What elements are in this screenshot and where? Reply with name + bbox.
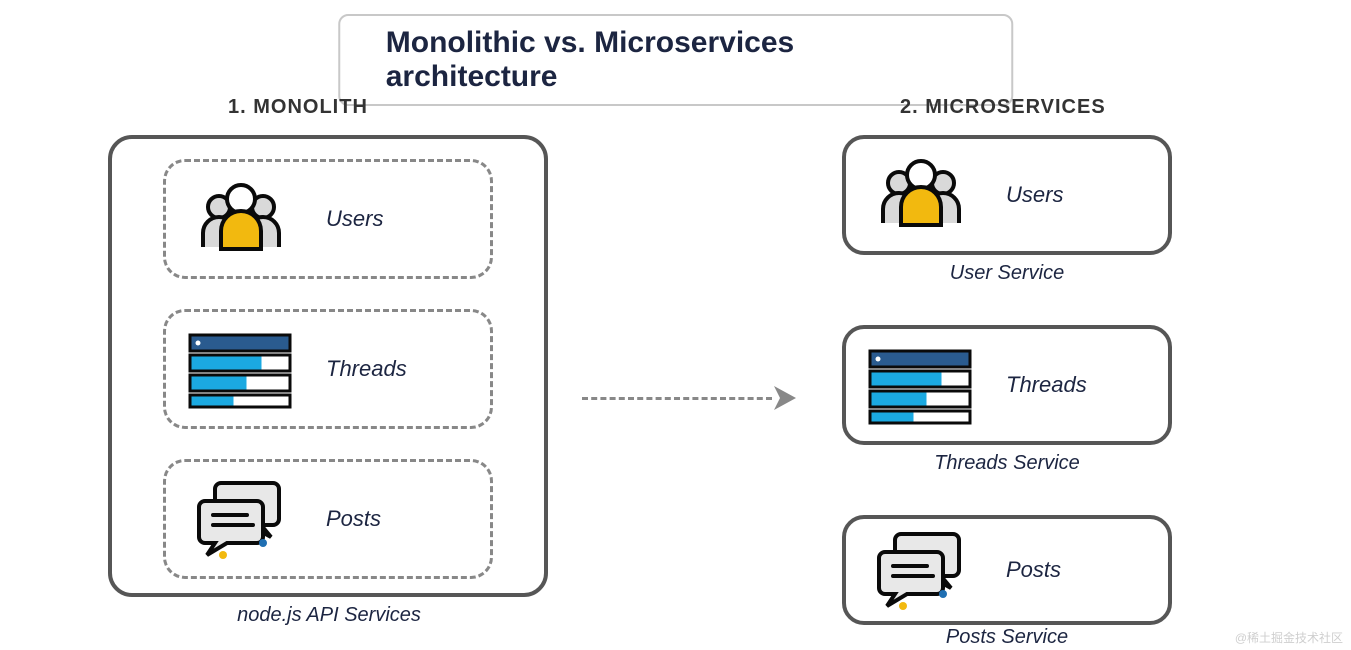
transition-arrow <box>582 384 802 414</box>
monolith-users-card: Users <box>163 159 493 279</box>
ms-users-card: Users <box>842 135 1172 255</box>
microservices-header: 2. MICROSERVICES <box>900 96 1106 119</box>
ms-threads-card: Threads <box>842 325 1172 445</box>
arrow-line <box>582 397 772 400</box>
watermark: @稀土掘金技术社区 <box>1235 629 1343 646</box>
title-text: Monolithic vs. Microservices architectur… <box>386 26 794 93</box>
posts-icon <box>186 477 296 562</box>
user-service-label: User Service <box>842 262 1172 285</box>
users-icon <box>186 179 296 259</box>
monolith-container: Users Threads <box>108 135 548 597</box>
posts-label: Posts <box>1006 557 1061 583</box>
threads-icon <box>866 345 976 425</box>
monolith-threads-card: Threads <box>163 309 493 429</box>
threads-service-label: Threads Service <box>842 452 1172 475</box>
posts-icon <box>866 528 976 613</box>
ms-posts-card: Posts <box>842 515 1172 625</box>
monolith-posts-card: Posts <box>163 459 493 579</box>
users-label: Users <box>326 206 383 232</box>
monolith-footer: node.js API Services <box>214 604 444 627</box>
monolith-header: 1. MONOLITH <box>228 96 368 119</box>
threads-label: Threads <box>1006 372 1087 398</box>
arrow-head-icon <box>772 384 800 412</box>
threads-icon <box>186 329 296 409</box>
users-label: Users <box>1006 182 1063 208</box>
users-icon <box>866 155 976 235</box>
diagram-title: Monolithic vs. Microservices architectur… <box>338 14 1014 106</box>
posts-service-label: Posts Service <box>842 626 1172 649</box>
posts-label: Posts <box>326 506 381 532</box>
threads-label: Threads <box>326 356 407 382</box>
